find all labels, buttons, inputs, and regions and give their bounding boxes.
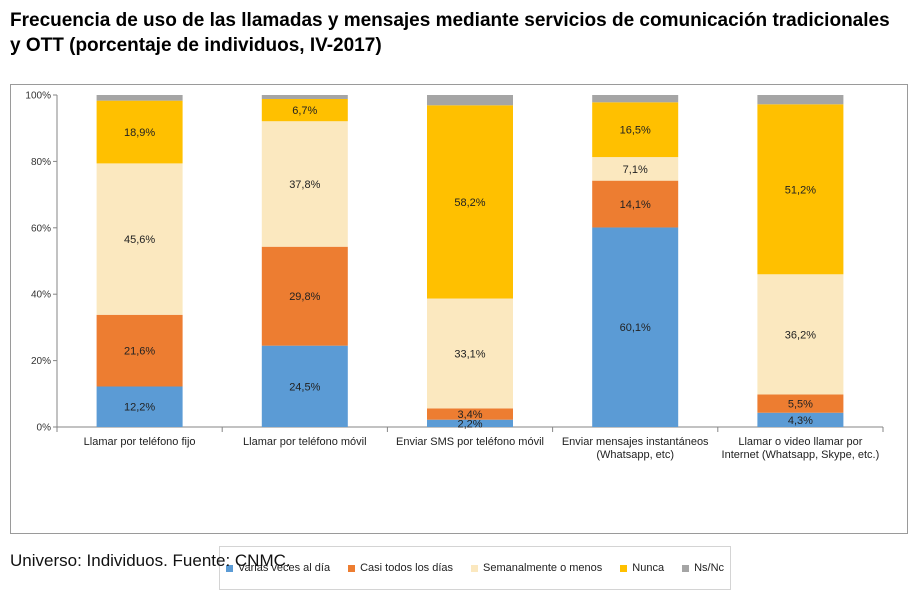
category-label: Enviar SMS por teléfono móvil <box>396 436 544 448</box>
bar-segment <box>261 246 348 346</box>
y-tick-label: 20% <box>31 356 51 367</box>
legend-label: Semanalmente o menos <box>483 562 603 574</box>
bar-segment <box>427 419 513 427</box>
bar-segment <box>261 95 348 99</box>
chart-title: Frecuencia de uso de las llamadas y mens… <box>10 10 890 56</box>
legend-swatch <box>620 564 628 572</box>
bar-segment <box>757 394 844 413</box>
category-label: Internet (Whatsapp, Skype, etc.) <box>722 449 880 461</box>
data-label: 29,8% <box>289 291 320 303</box>
bar-segment <box>427 105 513 299</box>
data-label: 37,8% <box>289 179 320 191</box>
bar-segment <box>757 95 844 105</box>
data-label: 12,2% <box>124 402 155 414</box>
legend-swatch <box>471 564 479 572</box>
category-label: (Whatsapp, etc) <box>596 449 674 461</box>
bar-segment <box>261 121 348 247</box>
bar-segment <box>261 345 348 427</box>
bar-segment <box>592 180 679 228</box>
category-label: Llamar por teléfono móvil <box>243 436 367 448</box>
bar-segment <box>427 298 513 409</box>
legend-swatch <box>225 564 233 572</box>
bar-segment <box>757 412 844 427</box>
data-label: 36,2% <box>785 329 816 341</box>
category-label: Llamar por teléfono fijo <box>84 436 196 448</box>
legend: Varias veces al día Casi todos los días Se… <box>219 546 731 590</box>
data-label: 24,5% <box>289 381 320 393</box>
legend-label: Ns/Nc <box>694 562 725 574</box>
data-label: 2,2% <box>457 418 482 430</box>
category-label: Llamar o video llamar por <box>738 436 862 448</box>
data-label: 33,1% <box>454 348 485 360</box>
data-label: 21,6% <box>124 346 155 358</box>
data-label: 3,4% <box>457 409 482 421</box>
legend-item: Ns/Nc <box>682 562 724 574</box>
category-label: Enviar mensajes instantáneos <box>562 436 709 448</box>
bar-segment <box>96 163 183 315</box>
data-label: 5,5% <box>788 399 813 411</box>
legend-label: Casi todos los días <box>360 562 454 574</box>
y-tick-label: 0% <box>37 423 52 434</box>
y-tick-label: 80% <box>31 157 51 168</box>
data-label: 14,1% <box>620 199 651 211</box>
legend-swatch <box>348 564 356 572</box>
data-label: 4,3% <box>788 415 813 427</box>
legend-item: Semanalmente o menos <box>471 562 602 574</box>
data-label: 7,1% <box>623 164 648 176</box>
source-note: Universo: Individuos. Fuente: CNMC. <box>10 551 291 570</box>
legend-label: Nunca <box>632 562 665 574</box>
y-tick-label: 100% <box>25 91 51 102</box>
legend-swatch <box>682 564 690 572</box>
y-tick-label: 40% <box>31 290 51 301</box>
data-label: 6,7% <box>292 105 317 117</box>
data-label: 16,5% <box>620 125 651 137</box>
bar-segment <box>592 102 679 158</box>
legend-label: Varias veces al día <box>237 562 331 574</box>
data-label: 51,2% <box>785 184 816 196</box>
legend-item: Casi todos los días <box>348 562 453 574</box>
legend-item: Nunca <box>620 562 664 574</box>
stacked-bar-chart: 0% 20% 40% 60% 80% 100% 12,2% 21,6% 45,6% 18,9% Ll… <box>25 91 884 461</box>
bar-segment <box>96 314 183 387</box>
legend-item: Varias veces al día <box>225 562 331 574</box>
bar-segment <box>427 408 513 420</box>
bar-segment <box>96 95 183 101</box>
bar-segment <box>592 157 679 181</box>
bar-segment <box>757 274 844 395</box>
data-label: 45,6% <box>124 234 155 246</box>
bar-segment <box>757 104 844 275</box>
bar-segment <box>427 95 513 106</box>
bar-segment <box>96 386 183 427</box>
bar-segment <box>261 98 348 122</box>
chart-area: 0% 20% 40% 60% 80% 100% 12,2% 21,6% 45,6% 18,9% Ll… <box>10 84 908 590</box>
y-tick-label: 60% <box>31 223 51 234</box>
bar-segment <box>96 100 183 164</box>
data-label: 60,1% <box>620 322 651 334</box>
data-label: 58,2% <box>454 197 485 209</box>
data-label: 18,9% <box>124 127 155 139</box>
bar-segment <box>592 95 679 103</box>
bar-segment <box>592 227 679 427</box>
